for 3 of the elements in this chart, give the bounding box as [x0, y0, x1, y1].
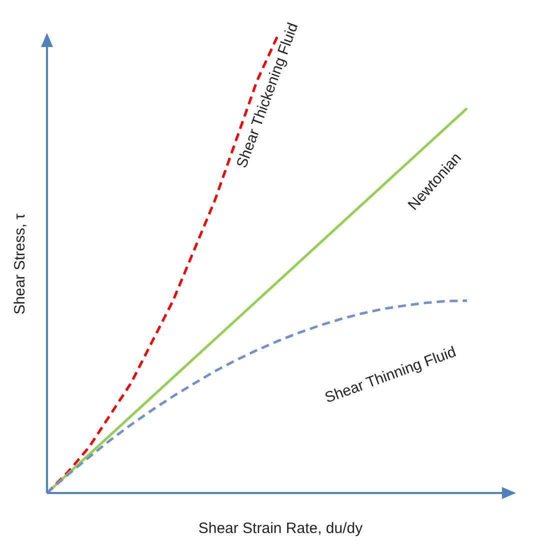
text: Shear Thinning Fluid [322, 343, 458, 407]
y-axis-title: Shear Stress, τ [11, 213, 28, 314]
x-axis-title: Shear Strain Rate, du/dy [198, 520, 364, 537]
